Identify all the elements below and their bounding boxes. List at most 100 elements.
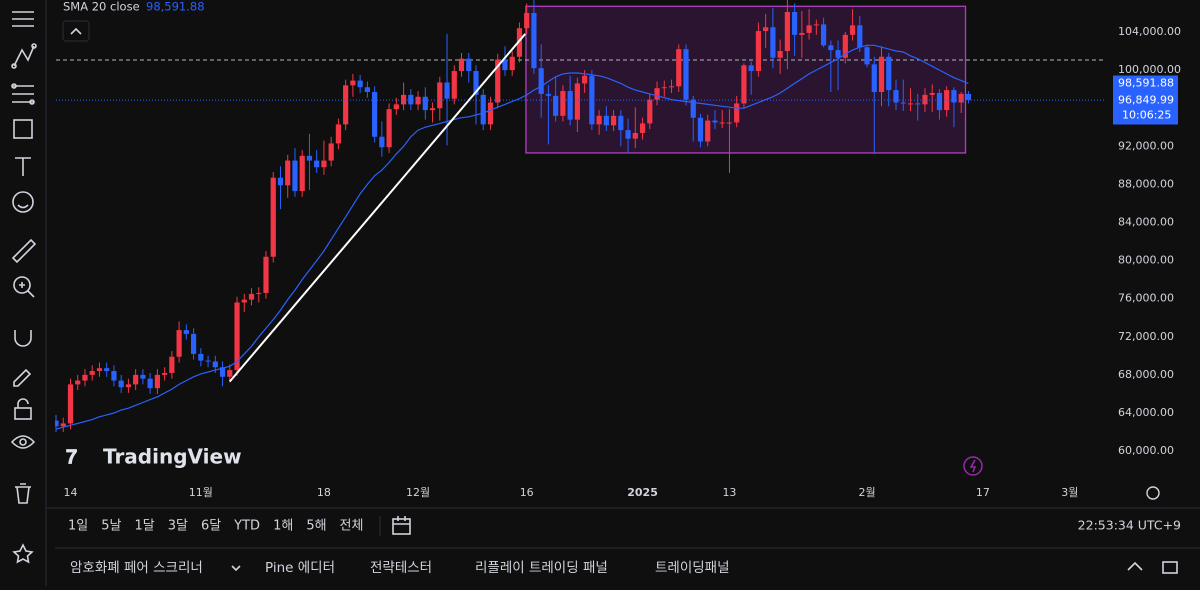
price-label-box — [1113, 91, 1178, 125]
candle-body — [429, 108, 436, 111]
tool-magnet[interactable] — [14, 330, 32, 347]
candle-body — [495, 59, 501, 103]
candle-body — [748, 65, 754, 72]
candle-body — [343, 85, 349, 125]
panel-tab[interactable]: 전략테스터 — [370, 560, 432, 576]
x-tick-label: 17 — [976, 486, 990, 499]
candle-body — [654, 88, 660, 100]
candle-body — [198, 353, 204, 361]
candle-body — [183, 330, 189, 334]
tool-eye[interactable] — [10, 435, 36, 449]
period-button[interactable]: 1달 — [134, 519, 154, 534]
y-tick-label: 84,000.00 — [1118, 215, 1174, 228]
legend-name: SMA 20 close — [63, 0, 140, 14]
tool-crosshair[interactable] — [12, 11, 34, 27]
tool-trend[interactable] — [11, 43, 37, 69]
panel-tab[interactable]: 트레이딩패널 — [655, 560, 730, 576]
period-button[interactable]: 1해 — [273, 519, 293, 534]
candle-body — [285, 160, 291, 186]
candle-body — [176, 330, 182, 357]
candle-body — [321, 160, 327, 168]
tool-emoji[interactable] — [12, 191, 34, 213]
countdown: 10:06:25 — [1122, 109, 1171, 122]
candle-body — [241, 299, 247, 303]
tool-ruler[interactable] — [11, 238, 37, 264]
logo-mark: 𝟕 — [66, 445, 77, 469]
goto-date[interactable] — [392, 516, 411, 535]
panel-maximize[interactable] — [1162, 561, 1178, 574]
candle-body — [437, 82, 443, 109]
candle-body — [864, 47, 870, 65]
collapse-button[interactable] — [62, 20, 90, 42]
candle-body — [553, 95, 559, 116]
candle-body — [705, 120, 711, 142]
trend-line[interactable] — [229, 33, 527, 383]
candle-body — [372, 92, 378, 137]
period-button[interactable]: 5해 — [306, 519, 326, 534]
panel-tab[interactable]: 리플레이 트레이딩 패널 — [475, 560, 608, 576]
candle-body — [857, 25, 863, 48]
candle-body — [487, 102, 494, 125]
panel-tab[interactable]: 암호화폐 페어 스크리너 — [70, 560, 203, 576]
alert-icon[interactable] — [963, 456, 983, 476]
sma-line — [55, 44, 969, 430]
tool-zoom[interactable] — [13, 276, 35, 298]
candle-body — [719, 122, 725, 124]
y-tick-label: 92,000.00 — [1118, 139, 1174, 152]
candle-body — [350, 80, 356, 86]
candle-body — [784, 12, 790, 52]
tool-delete[interactable] — [15, 483, 31, 504]
period-button[interactable]: 6달 — [201, 519, 221, 534]
x-tick-label: 2월 — [858, 486, 875, 499]
candle-body — [328, 143, 334, 161]
panel-expand[interactable] — [1127, 561, 1143, 571]
tab-dropdown[interactable] — [231, 565, 241, 572]
period-button[interactable]: 5날 — [101, 519, 121, 534]
tool-favorite[interactable] — [12, 543, 34, 564]
period-button[interactable]: 전체 — [340, 519, 364, 534]
legend-value: 98,591.88 — [146, 0, 205, 14]
candle-body — [263, 256, 269, 293]
candle-body — [292, 160, 298, 192]
candle-body — [849, 25, 856, 35]
candle-body — [451, 71, 457, 99]
candle-body — [965, 93, 972, 101]
candle-body — [480, 94, 486, 125]
tool-lock-draw[interactable] — [13, 368, 32, 387]
candle-body — [154, 374, 160, 389]
y-tick-label: 80,000.00 — [1118, 254, 1174, 267]
candle-body — [951, 90, 957, 103]
candle-body — [560, 91, 566, 116]
candle-body — [661, 87, 667, 89]
candle-body — [256, 292, 262, 294]
candle-body — [842, 34, 848, 58]
x-tick-label: 3월 — [1061, 486, 1078, 499]
y-tick-label: 68,000.00 — [1118, 368, 1174, 381]
y-tick-label: 88,000.00 — [1118, 177, 1174, 190]
candle-body — [712, 120, 718, 123]
tool-lock[interactable] — [14, 398, 32, 420]
candle-body — [125, 384, 132, 388]
tool-shape[interactable] — [13, 119, 33, 139]
candle-body — [516, 28, 523, 57]
candle-body — [96, 368, 103, 372]
period-button[interactable]: 1일 — [68, 519, 88, 534]
candle-body — [820, 24, 827, 46]
candle-body — [618, 115, 624, 131]
tool-text[interactable] — [15, 157, 31, 176]
candle-body — [162, 372, 168, 375]
tool-fib[interactable] — [11, 83, 35, 105]
candle-body — [335, 124, 342, 144]
candle-body — [111, 371, 117, 381]
candle-body — [907, 103, 914, 105]
settings-icon[interactable] — [1146, 486, 1160, 500]
candle-body — [900, 102, 906, 104]
candle-body — [386, 109, 392, 148]
y-tick-label: 72,000.00 — [1118, 330, 1174, 343]
period-button[interactable]: 3달 — [168, 519, 188, 534]
panel-tab[interactable]: Pine 에디터 — [265, 560, 335, 576]
period-button[interactable]: YTD — [233, 519, 260, 534]
candle-body — [871, 64, 877, 92]
candle-body — [676, 49, 682, 87]
candle-body — [212, 361, 218, 368]
